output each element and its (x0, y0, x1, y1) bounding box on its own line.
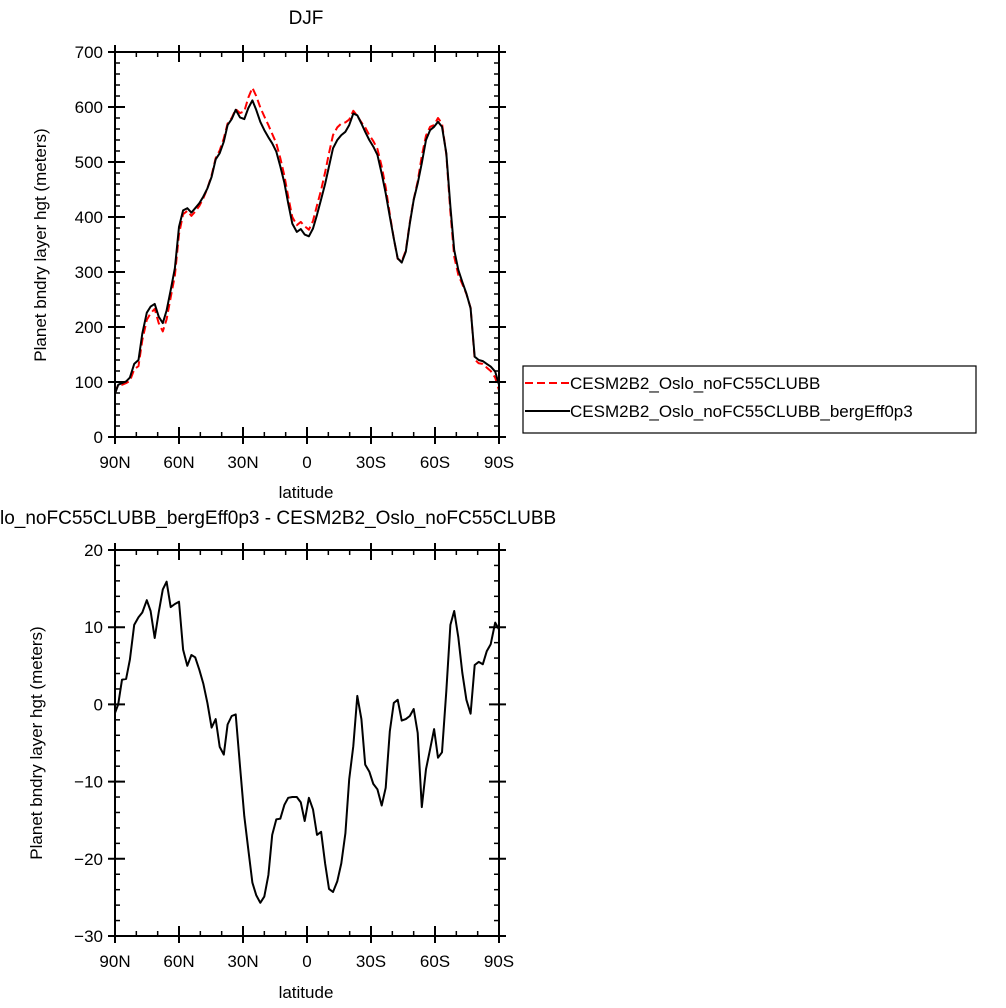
legend-box (522, 365, 977, 434)
legend-label: CESM2B2_Oslo_noFC55CLUBB (570, 374, 820, 393)
x-axis-label: latitude (279, 983, 334, 1002)
y-tick-label: 600 (75, 98, 103, 117)
x-tick-label: 60S (420, 952, 450, 971)
legend: CESM2B2_Oslo_noFC55CLUBB CESM2B2_Oslo_no… (522, 365, 977, 434)
y-tick-label: 500 (75, 153, 103, 172)
y-tick-label: 0 (94, 428, 103, 447)
y-axis-label: Planet bndry layer hgt (meters) (27, 626, 46, 859)
y-tick-label: −10 (74, 773, 103, 792)
x-tick-label: 30S (356, 952, 386, 971)
y-tick-label: 0 (94, 695, 103, 714)
x-tick-label: 90N (99, 453, 130, 472)
plot-frame (114, 549, 500, 937)
x-tick-label: 60N (163, 453, 194, 472)
series-line-0 (114, 580, 500, 904)
x-axis-label: latitude (279, 483, 334, 502)
y-tick-label: 10 (84, 618, 103, 637)
x-tick-label: 30N (227, 952, 258, 971)
y-tick-label: 400 (75, 208, 103, 227)
x-tick-label: 60S (420, 453, 450, 472)
series-line-0 (114, 86, 500, 394)
x-tick-label: 0 (302, 952, 311, 971)
panel-bottom: lo_noFC55CLUBB_bergEff0p3 - CESM2B2_Oslo… (0, 508, 556, 1002)
y-tick-label: 200 (75, 318, 103, 337)
panel-top: DJF latitude Planet bndry layer hgt (met… (31, 8, 514, 502)
y-tick-label: 20 (84, 541, 103, 560)
y-tick-label: −20 (74, 850, 103, 869)
x-tick-label: 90S (484, 453, 514, 472)
x-tick-label: 30N (227, 453, 258, 472)
series-line-1 (114, 99, 500, 394)
y-tick-label: −30 (74, 927, 103, 946)
y-tick-label: 300 (75, 263, 103, 282)
y-axis-label: Planet bndry layer hgt (meters) (31, 128, 50, 361)
chart-title: lo_noFC55CLUBB_bergEff0p3 - CESM2B2_Oslo… (0, 508, 556, 529)
plot-frame (114, 51, 500, 438)
y-tick-label: 100 (75, 373, 103, 392)
legend-label: CESM2B2_Oslo_noFC55CLUBB_bergEff0p3 (570, 402, 913, 421)
y-tick-label: 700 (75, 43, 103, 62)
x-tick-label: 60N (163, 952, 194, 971)
x-tick-label: 0 (302, 453, 311, 472)
x-tick-label: 30S (356, 453, 386, 472)
chart-title: DJF (289, 8, 324, 29)
x-tick-label: 90S (484, 952, 514, 971)
x-tick-label: 90N (99, 952, 130, 971)
